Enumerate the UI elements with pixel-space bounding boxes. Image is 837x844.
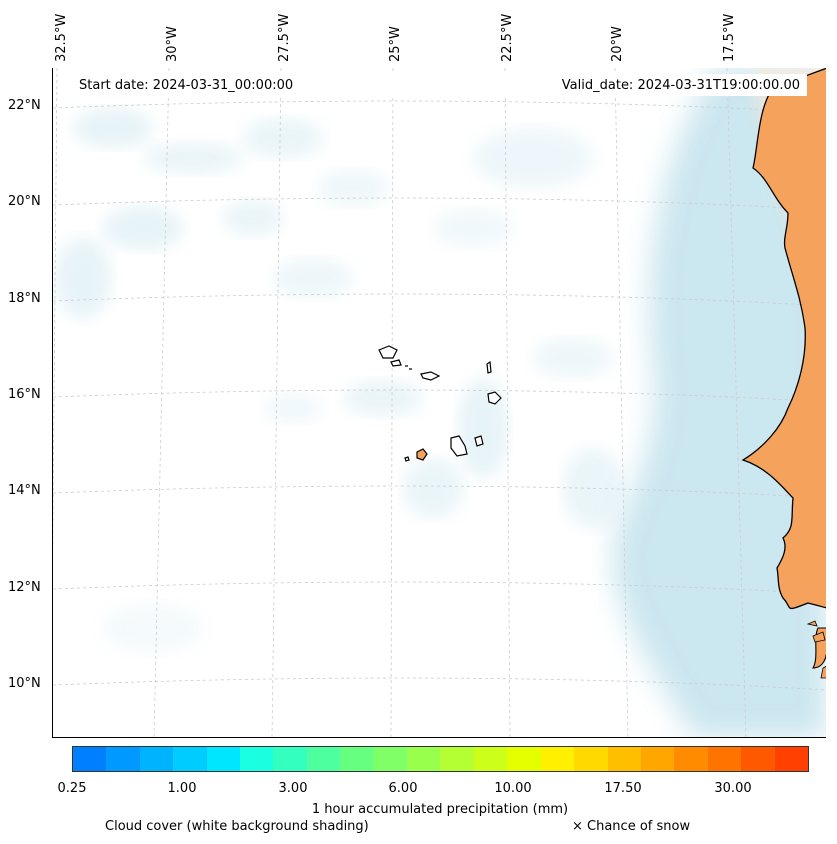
colorbar-segment — [540, 747, 575, 771]
lat-label: 18°N — [8, 291, 41, 306]
lat-label: 16°N — [8, 387, 41, 402]
lon-label: 22.5°W — [500, 13, 515, 62]
colorbar-segment — [640, 747, 675, 771]
lon-label: 20°W — [610, 26, 625, 62]
colorbar-tick: 6.00 — [388, 781, 418, 796]
colorbar-segment — [607, 747, 641, 771]
colorbar-segment — [106, 747, 140, 771]
colorbar-tick: 1.00 — [167, 781, 197, 796]
colorbar-segment — [507, 747, 541, 771]
colorbar-segment — [707, 747, 742, 771]
date-info-bar — [72, 74, 807, 96]
colorbar-segment — [741, 747, 775, 771]
colorbar-segment — [273, 747, 307, 771]
colorbar-tick: 0.25 — [57, 781, 87, 796]
colorbar-tick: 3.00 — [278, 781, 308, 796]
start-date: Start date: 2024-03-31_00:00:00 — [79, 78, 294, 93]
lat-label: 14°N — [8, 483, 41, 498]
colorbar-segment — [240, 747, 274, 771]
colorbar-tick: 30.00 — [714, 781, 752, 796]
colorbar-segment — [373, 747, 408, 771]
colorbar-title: 1 hour accumulated precipitation (mm) — [311, 802, 569, 817]
lon-label: 27.5°W — [277, 13, 292, 62]
map-svg — [53, 68, 826, 737]
lon-label: 25°W — [388, 26, 403, 62]
valid-date: Valid_date: 2024-03-31T19:00:00.00 — [561, 78, 800, 93]
colorbar-segment — [306, 747, 341, 771]
colorbar-segment — [73, 747, 107, 771]
colorbar-tick: 17.50 — [604, 781, 642, 796]
colorbar-segment — [206, 747, 241, 771]
colorbar-segment — [173, 747, 207, 771]
colorbar-segment — [574, 747, 608, 771]
precipitation-colorbar — [72, 746, 809, 772]
snow-legend: × Chance of snow — [572, 819, 691, 834]
lat-label: 22°N — [8, 98, 41, 113]
lon-label: 30°W — [165, 26, 180, 62]
map-canvas — [52, 68, 826, 738]
lon-label: 17.5°W — [722, 13, 737, 62]
colorbar-segment — [407, 747, 441, 771]
cloud-legend: Cloud cover (white background shading) — [105, 819, 369, 834]
lat-label: 12°N — [8, 580, 41, 595]
colorbar-segment — [774, 747, 808, 771]
colorbar-segment — [440, 747, 474, 771]
lat-label: 10°N — [8, 676, 41, 691]
lon-label: 32.5°W — [54, 13, 69, 62]
lat-label: 20°N — [8, 194, 41, 209]
colorbar-segment — [473, 747, 508, 771]
graticule — [53, 68, 826, 737]
cape-verde-islands — [378, 345, 502, 462]
colorbar-segment — [139, 747, 174, 771]
colorbar-tick: 10.00 — [494, 781, 532, 796]
colorbar-segment — [340, 747, 374, 771]
colorbar-segment — [674, 747, 708, 771]
mainland-coast — [741, 68, 826, 610]
